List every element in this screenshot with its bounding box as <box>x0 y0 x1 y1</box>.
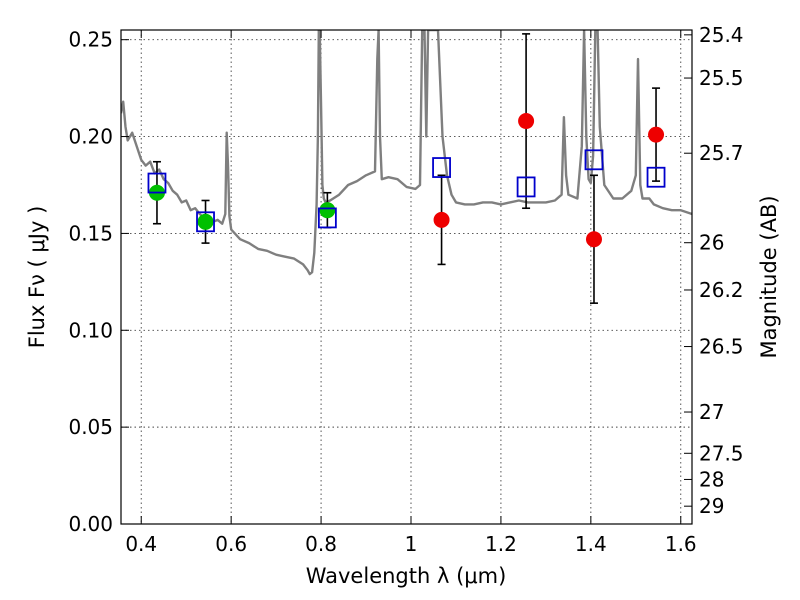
model-photometry-square <box>196 211 215 233</box>
nondetected-flux-point <box>433 211 450 228</box>
y-axis-label: Flux Fν ( μJy ) <box>25 206 49 349</box>
nondetected-flux-point <box>585 231 602 248</box>
y-tick-label: 0.05 <box>68 415 113 439</box>
y-tick-label: 0.00 <box>68 512 113 536</box>
x-tick-label: 0.6 <box>215 532 247 556</box>
plot-background <box>121 30 692 524</box>
x-tick-label: 1.2 <box>485 532 517 556</box>
y-tick-label: 0.20 <box>68 125 113 149</box>
y-tick-label: 0.15 <box>68 221 113 245</box>
detected-flux-point <box>319 202 336 219</box>
x-tick-label: 0.8 <box>305 532 337 556</box>
model-photometry-square <box>646 166 666 188</box>
model-photometry-square <box>317 207 337 229</box>
right-tick-label: 29 <box>699 494 724 518</box>
right-axis-label: Magnitude (AB) <box>757 195 781 358</box>
x-tick-label: 0.4 <box>125 532 157 556</box>
x-axis-label: Wavelength λ (μm) <box>306 564 507 588</box>
right-tick-label: 25.7 <box>699 141 744 165</box>
axis-ticks: 0.4 0.6 0.8 1 1.2 1.4 1.6 0.00 0.05 0.10 0.15 0.20 0… <box>68 23 743 556</box>
right-tick-label: 26 <box>699 231 724 255</box>
y-tick-label: 0.10 <box>68 318 113 342</box>
y-tick-label: 0.25 <box>68 28 113 52</box>
right-tick-label: 27 <box>699 400 724 424</box>
right-tick-label: 25.4 <box>699 23 744 47</box>
x-tick-label: 1.6 <box>665 532 697 556</box>
detected-flux-point <box>197 213 214 230</box>
model-photometry-square <box>516 176 536 198</box>
model-spectrum-line <box>121 30 692 276</box>
photometry-marks <box>147 33 666 304</box>
right-tick-label: 25.5 <box>699 66 744 90</box>
right-tick-label: 26.2 <box>699 278 744 302</box>
model-photometry-square <box>147 172 167 194</box>
right-tick-label: 26.5 <box>699 335 744 359</box>
model-photometry-square <box>432 157 451 178</box>
nondetected-flux-point <box>648 126 665 143</box>
nondetected-flux-point <box>518 113 535 130</box>
x-tick-label: 1.4 <box>575 532 607 556</box>
model-photometry-square <box>584 149 604 171</box>
right-tick-label: 27.5 <box>699 441 744 465</box>
right-tick-label: 28 <box>699 467 724 491</box>
x-tick-label: 1 <box>405 532 418 556</box>
plot-frame <box>120 29 693 525</box>
